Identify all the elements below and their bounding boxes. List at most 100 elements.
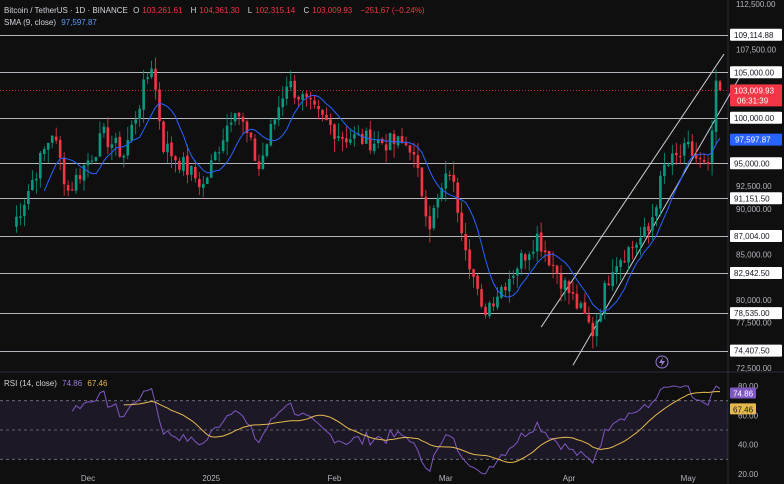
level-tag-label: 82,942.50 (734, 269, 770, 278)
candle-body (150, 68, 153, 78)
candle-body (301, 94, 304, 100)
candle-body (253, 138, 257, 161)
candle-body (42, 149, 46, 154)
level-tag-label: 74,407.50 (734, 347, 770, 356)
y-tick-label: 77,500.00 (736, 319, 772, 328)
level-tag-bg (730, 307, 782, 320)
close-value: 103,009.93 (312, 6, 353, 15)
candle-body (90, 160, 94, 162)
level-tag-bg (730, 28, 782, 41)
candle-body (420, 167, 424, 197)
candle-body (384, 144, 388, 151)
candle-body (154, 68, 157, 90)
current-price-tag-countdown: 06:31:39 (737, 96, 769, 105)
candle-body (416, 155, 420, 169)
rsi-line (71, 385, 721, 475)
candle-body (225, 125, 229, 142)
candle-body (257, 161, 261, 170)
candle-body (678, 156, 682, 158)
sma-tag: 97,597.87 (730, 133, 782, 146)
candle-body (289, 81, 293, 88)
level-tag-label: 87,004.00 (734, 232, 770, 241)
candle-body (452, 175, 455, 182)
candle-body (400, 136, 404, 143)
candle-body (611, 271, 614, 287)
candle-body (428, 216, 432, 230)
y-tick-label: 92,500.00 (736, 182, 772, 191)
candle-body (130, 124, 134, 141)
candle-body (66, 185, 70, 191)
candle-body (444, 173, 448, 189)
x-tick-label: Dec (81, 474, 95, 483)
candle-body (408, 145, 412, 153)
rsi-legend-value: 74.86 (62, 379, 83, 388)
close-label: C (303, 6, 310, 15)
candle-body (714, 80, 718, 132)
x-tick-label: Mar (439, 474, 453, 483)
sma-label: SMA (9, close) (4, 18, 57, 27)
y-axis-layer: 112,500.00 107,500.00 92,500.00 90,000.00 85… (736, 0, 777, 479)
candle-body (607, 283, 611, 286)
rsi-tag-bg (730, 387, 756, 399)
candle-body (500, 286, 503, 298)
candle-body (567, 281, 571, 293)
candle-body (639, 237, 642, 245)
candle-body (360, 133, 364, 144)
level-tag: 100,000.00 (730, 111, 782, 124)
level-tag-bg (730, 111, 782, 124)
candle-body (388, 132, 392, 151)
candle-body (464, 233, 467, 251)
candle-body (694, 155, 698, 159)
candle-body (682, 143, 686, 156)
level-tag-label: 91,151.50 (734, 194, 770, 203)
candle-body (539, 232, 543, 252)
candle-body (512, 275, 515, 278)
candle-body (595, 320, 599, 337)
alert-icon[interactable] (655, 355, 669, 369)
rsi-legend[interactable]: RSI (14, close) 74.86 67.46 (4, 379, 110, 389)
candle-body (547, 250, 551, 266)
symbol-title[interactable]: Bitcoin / TetherUS · 1D · BINANCE (4, 6, 128, 15)
sma-legend[interactable]: SMA (9, close) 97,597.87 (4, 18, 100, 28)
candle-body (519, 253, 523, 269)
candle-body (281, 98, 285, 108)
candle-body (305, 93, 308, 97)
candle-body (313, 100, 316, 105)
candle-body (229, 122, 233, 125)
high-label: H (190, 6, 197, 15)
candle-body (591, 322, 595, 337)
candle-body (126, 140, 130, 156)
candle-body (31, 180, 34, 190)
candle-body (114, 137, 118, 144)
candle-body (39, 153, 42, 179)
candle-body (376, 139, 380, 144)
sma-value: 97,597.87 (61, 18, 97, 27)
rsi-y-tick-label: 80.00 (738, 382, 759, 391)
candle-body (710, 130, 714, 163)
candle-body (690, 141, 694, 156)
candle-body (98, 133, 102, 157)
current-price-tag-value: 103,009.93 (734, 86, 775, 95)
y-tick-label: 90,000.00 (736, 205, 772, 214)
candle-body (329, 119, 332, 126)
level-tag: 109,114.88 (730, 28, 782, 41)
candle-body (178, 160, 181, 170)
candle-body (424, 196, 428, 217)
candle-body (571, 292, 575, 294)
candle-body (170, 142, 173, 157)
candle-body (70, 189, 74, 191)
x-axis-layer: Dec 2025 Feb Mar Apr May (81, 474, 696, 483)
rsi-y-tick-label: 40.00 (738, 441, 759, 450)
x-tick-label: 2025 (202, 474, 220, 483)
candles-layer (15, 57, 722, 349)
candle-body (146, 77, 149, 80)
rsi-layer (71, 385, 721, 475)
level-tag: 78,535.00 (730, 307, 782, 320)
candle-body (583, 302, 587, 315)
candle-body (273, 119, 277, 125)
candle-body (579, 303, 583, 308)
rsi-ma-legend-value: 67.46 (87, 379, 108, 388)
